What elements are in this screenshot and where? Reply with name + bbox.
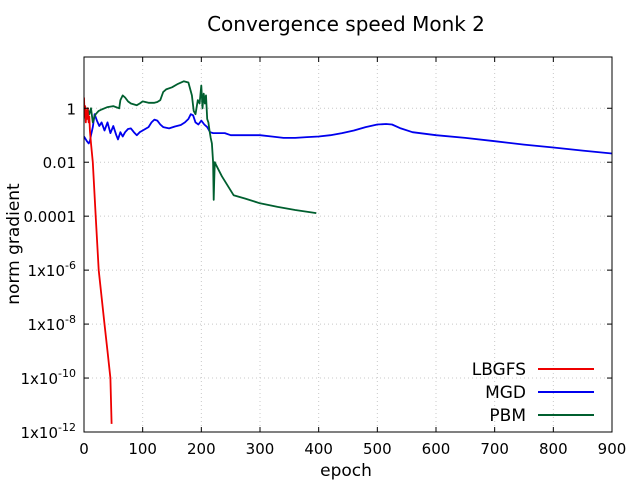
- y-axis: 1 0.01 0.0001 1x10-6 1x10-8 1x10-10 1x10-12: [21, 100, 612, 442]
- x-tick-label: 300: [246, 440, 275, 458]
- legend-label-pbm: PBM: [489, 406, 526, 426]
- y-axis-label: norm gradient: [4, 183, 24, 305]
- series-line-mgd: [84, 113, 612, 155]
- y-tick-label: 1: [66, 100, 76, 118]
- legend-label-lbgfs: LBGFS: [472, 360, 526, 380]
- legend: LBGFS MGD PBM: [472, 360, 594, 426]
- y-tick-label: 1x10-8: [28, 313, 76, 334]
- y-tick-label: 1x10-6: [28, 259, 76, 280]
- x-tick-label: 200: [187, 440, 216, 458]
- y-tick-label: 1x10-12: [21, 421, 76, 442]
- x-tick-label: 100: [128, 440, 157, 458]
- x-tick-label: 900: [598, 440, 627, 458]
- x-tick-label: 0: [79, 440, 89, 458]
- x-tick-label: 700: [480, 440, 509, 458]
- plot-frame: [83, 56, 613, 433]
- x-axis-label: epoch: [320, 461, 372, 480]
- grid: [83, 57, 613, 433]
- y-tick-label: 0.01: [43, 154, 76, 172]
- chart-title: Convergence speed Monk 2: [207, 12, 485, 36]
- series-line-lbgfs: [84, 97, 113, 424]
- x-tick-label: 600: [422, 440, 451, 458]
- x-tick-label: 800: [539, 440, 568, 458]
- series-line-pbm: [84, 80, 317, 214]
- series-layer: [84, 80, 612, 424]
- y-tick-label: 0.0001: [24, 208, 77, 226]
- legend-label-mgd: MGD: [485, 383, 526, 403]
- x-axis: 0 100 200 300 400 500 600 700 800 900: [79, 57, 626, 458]
- x-tick-label: 400: [304, 440, 333, 458]
- y-tick-label: 1x10-10: [21, 367, 76, 388]
- x-tick-label: 500: [363, 440, 392, 458]
